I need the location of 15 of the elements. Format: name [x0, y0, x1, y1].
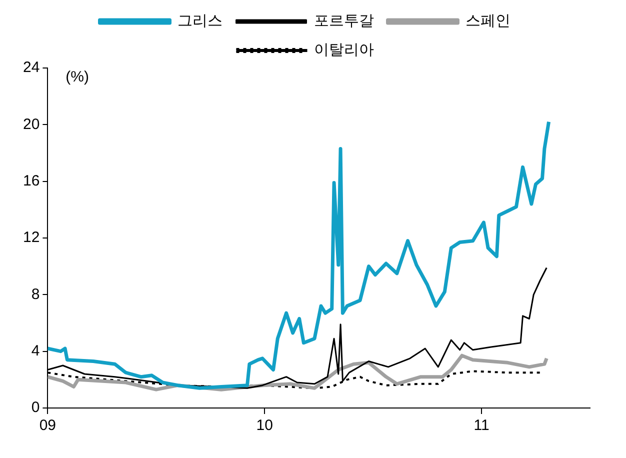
legend-label: 이탈리아	[314, 40, 374, 58]
x-tick-label: 09	[39, 417, 56, 434]
y-axis-title: (%)	[66, 68, 90, 86]
legend-label: 스페인	[465, 11, 510, 30]
y-tick-label: 0	[31, 399, 40, 416]
y-tick-label: 16	[22, 172, 40, 190]
y-tick-label: 24	[22, 59, 40, 76]
x-tick-label: 10	[256, 417, 273, 434]
y-tick-label: 8	[31, 286, 40, 303]
y-tick-label: 12	[22, 229, 40, 246]
legend-label: 그리스	[177, 11, 222, 30]
legend-label: 포르투갈	[314, 11, 374, 30]
x-tick-label: 11	[474, 417, 490, 434]
y-tick-label: 4	[31, 342, 40, 360]
y-tick-label: 20	[22, 116, 40, 133]
